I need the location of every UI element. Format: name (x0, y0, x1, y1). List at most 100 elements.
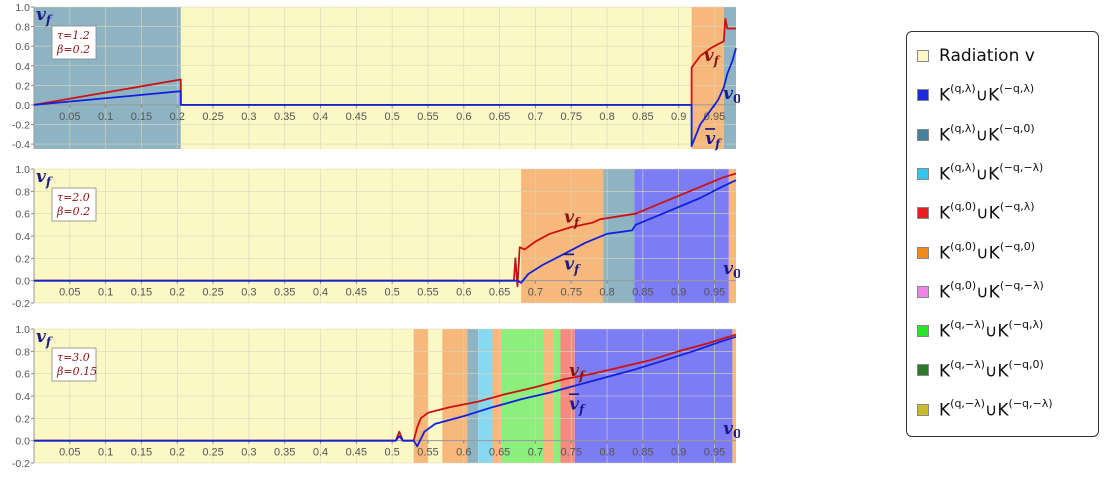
x-tick-label: 0.6 (456, 287, 471, 299)
region-band (180, 7, 692, 149)
y-axis-label: vf (36, 327, 53, 349)
x-tick-label: 0.75 (561, 447, 582, 459)
y-tick-label: 0.6 (15, 369, 30, 381)
y-tick-label: 1.0 (15, 164, 30, 176)
x-tick-label: 0.8 (599, 111, 614, 123)
y-tick-label: 0.8 (15, 22, 30, 34)
x-tick-label: 0.45 (346, 287, 367, 299)
y-axis-label: vf (36, 167, 53, 189)
y-tick-label: 0.4 (15, 391, 30, 403)
y-tick-label: 0.2 (15, 253, 30, 265)
x-tick-label: 0.05 (59, 111, 80, 123)
curve-label: vf (705, 129, 722, 151)
parameter-label: τ=3.0 (57, 351, 90, 364)
curve-label: v0 (723, 419, 740, 441)
parameter-box (51, 187, 97, 222)
y-tick-label: 0.6 (15, 41, 30, 53)
y-tick-label: -0.2 (12, 298, 30, 310)
x-tick-label: 0.95 (704, 111, 725, 123)
chart-panels: 1.0 0.8 0.6 0.4 0.2 0.0 -0.2 -0.4 0.05 0.1 0.15 0.2… (12, 2, 740, 470)
curve-label: vf (564, 208, 581, 230)
x-tick-label: 0.15 (131, 111, 152, 123)
x-tick-label: 0.25 (202, 287, 223, 299)
x-tick-label: 0.6 (456, 111, 471, 123)
x-tick-label: 0.8 (599, 447, 614, 459)
x-tick-label: 0.65 (489, 447, 510, 459)
legend-item: Radiation v (917, 41, 1035, 71)
legend-item: K(q,−λ)∪K(−q,0) (917, 355, 1044, 385)
y-tick-label: 0.0 (15, 436, 30, 448)
legend-swatch (917, 89, 929, 102)
x-tick-label: 0.75 (561, 287, 582, 299)
x-tick-label: 0.45 (346, 447, 367, 459)
x-tick-label: 0.65 (489, 287, 510, 299)
legend-swatch (917, 325, 929, 338)
curve-label: vf (704, 46, 721, 68)
x-tick-label: 0.45 (346, 111, 367, 123)
x-tick-label: 0.35 (274, 447, 295, 459)
x-tick-label: 0.7 (528, 447, 543, 459)
x-tick-label: 0.05 (59, 287, 80, 299)
x-tick-label: 0.4 (313, 287, 328, 299)
parameter-box (51, 347, 97, 382)
parameter-label: τ=2.0 (57, 191, 90, 204)
x-tick-label: 0.1 (98, 111, 113, 123)
legend-swatch (917, 403, 929, 416)
legend-label: K(q,0)∪K(−q,λ) (939, 200, 1035, 225)
x-tick-label: 0.15 (131, 287, 152, 299)
x-tick-label: 0.55 (417, 287, 438, 299)
y-tick-label: 0.6 (15, 209, 30, 221)
x-tick-label: 0.95 (704, 287, 725, 299)
legend-item: K(q,0)∪K(−q,−λ) (917, 277, 1044, 307)
x-tick-label: 0.7 (528, 111, 543, 123)
x-tick-label: 0.35 (274, 111, 295, 123)
series-line (34, 335, 737, 448)
x-tick-label: 0.55 (417, 447, 438, 459)
legend-label: K(q,0)∪K(−q,0) (939, 239, 1036, 264)
panel-3: 1.0 0.8 0.6 0.4 0.2 0.0 -0.2 0.05 0.1 0.15 0.2 0.25… (12, 324, 740, 470)
x-tick-label: 0.3 (241, 111, 256, 123)
legend-label: K(q,λ)∪K(−q,λ) (939, 82, 1035, 107)
legend-item: K(q,0)∪K(−q,0) (917, 238, 1035, 268)
x-tick-label: 0.9 (671, 447, 686, 459)
x-tick-label: 0.5 (385, 447, 400, 459)
legend-label: K(q,λ)∪K(−q,−λ) (939, 161, 1044, 185)
x-tick-label: 0.4 (313, 111, 328, 123)
legend-swatch (917, 167, 929, 180)
curve-label: vf (564, 255, 581, 277)
parameter-label: τ=1.2 (57, 29, 90, 42)
y-tick-label: 0.4 (15, 61, 30, 73)
x-tick-label: 0.85 (632, 111, 653, 123)
y-axis-label: vf (36, 5, 53, 27)
parameter-label: β=0.2 (56, 43, 90, 56)
y-tick-label: 1.0 (15, 2, 30, 14)
panel-1: 1.0 0.8 0.6 0.4 0.2 0.0 -0.2 -0.4 0.05 0.1 0.15 0.2… (12, 2, 740, 151)
y-tick-label: -0.2 (12, 120, 30, 132)
x-tick-label: 0.8 (599, 287, 614, 299)
legend-item: K(q,λ)∪K(−q,−λ) (917, 159, 1043, 189)
region-band (723, 7, 736, 149)
y-tick-label: 0.8 (15, 346, 30, 358)
x-tick-label: 0.9 (671, 287, 686, 299)
x-tick-label: 0.55 (417, 111, 438, 123)
x-tick-label: 0.75 (561, 111, 582, 123)
series-line (34, 179, 737, 284)
x-tick-label: 0.1 (98, 287, 113, 299)
y-tick-label: 0.2 (15, 413, 30, 425)
parameter-label: β=0.15 (56, 365, 97, 378)
y-tick-label: -0.2 (12, 458, 30, 470)
legend-swatch (917, 246, 929, 259)
legend-label: K(q,λ)∪K(−q,0) (939, 121, 1035, 146)
series-line (34, 172, 737, 288)
x-tick-label: 0.25 (202, 111, 223, 123)
x-tick-label: 0.1 (98, 447, 113, 459)
legend-item: K(q,−λ)∪K(−q,λ) (917, 316, 1043, 346)
x-tick-label: 0.5 (385, 287, 400, 299)
curve-label: vf (569, 361, 586, 383)
region-band (691, 7, 724, 149)
x-tick-label: 0.85 (632, 447, 653, 459)
legend-swatch (917, 364, 929, 377)
x-tick-label: 0.15 (131, 447, 152, 459)
legend-item: K(q,0)∪K(−q,λ) (917, 198, 1035, 228)
y-tick-label: 0.4 (15, 231, 30, 243)
